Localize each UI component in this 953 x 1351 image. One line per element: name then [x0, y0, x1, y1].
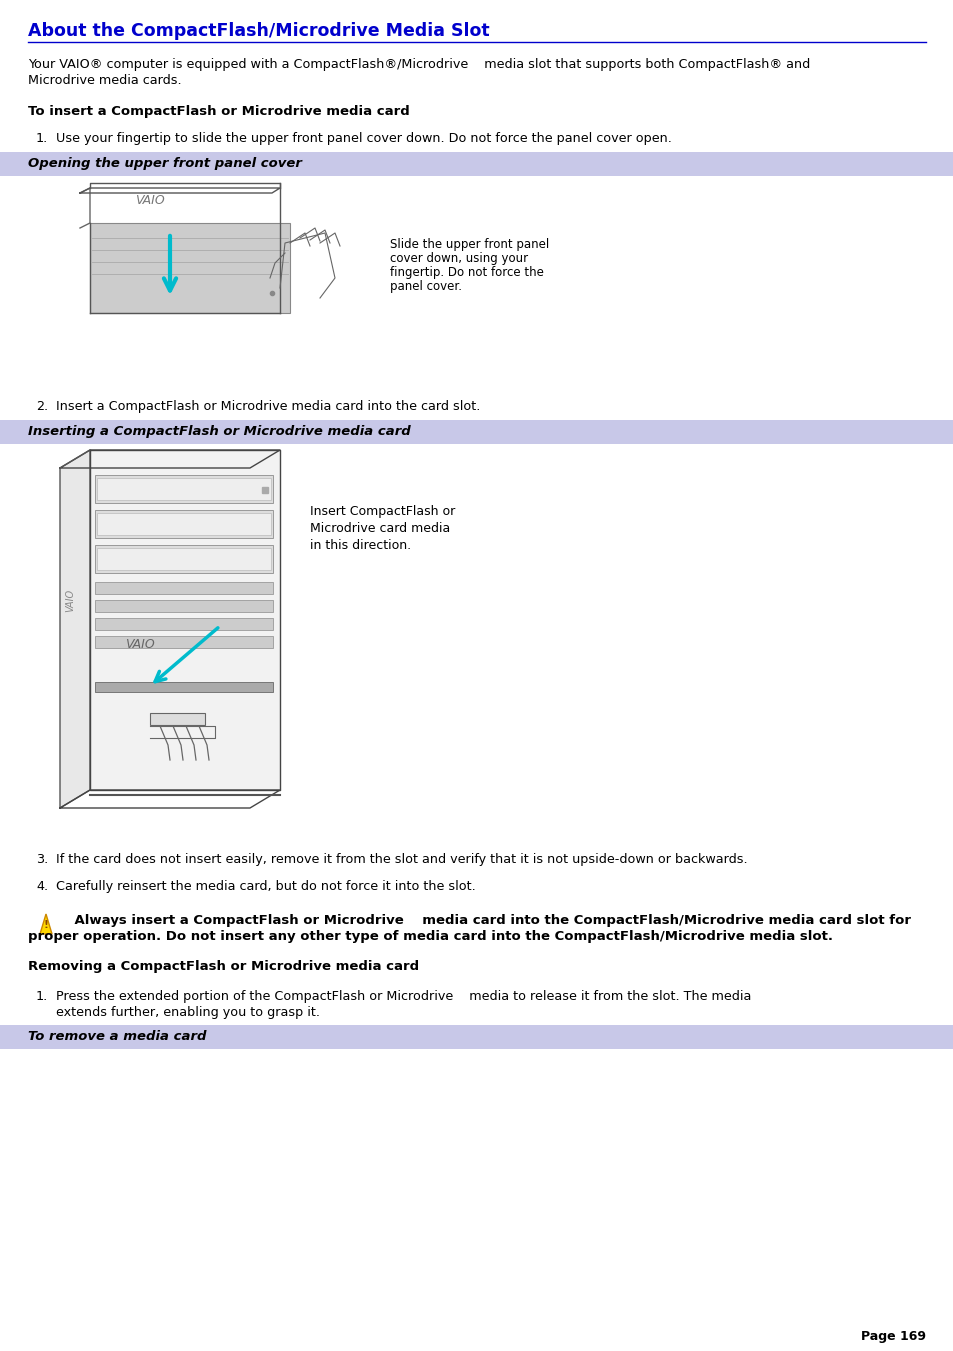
- Text: 1.: 1.: [36, 132, 49, 145]
- Text: If the card does not insert easily, remove it from the slot and verify that it i: If the card does not insert easily, remo…: [56, 852, 747, 866]
- Text: 3.: 3.: [36, 852, 49, 866]
- Text: Microdrive media cards.: Microdrive media cards.: [28, 74, 181, 86]
- Text: Your VAIO® computer is equipped with a CompactFlash®/Microdrive    media slot th: Your VAIO® computer is equipped with a C…: [28, 58, 809, 72]
- Text: VAIO: VAIO: [125, 639, 154, 651]
- Text: Removing a CompactFlash or Microdrive media card: Removing a CompactFlash or Microdrive me…: [28, 961, 418, 973]
- Text: Slide the upper front panel: Slide the upper front panel: [390, 238, 549, 251]
- Text: VAIO: VAIO: [65, 589, 75, 612]
- Text: 1.: 1.: [36, 990, 49, 1002]
- Text: extends further, enabling you to grasp it.: extends further, enabling you to grasp i…: [56, 1006, 319, 1019]
- Bar: [95, 682, 273, 692]
- Text: Opening the upper front panel cover: Opening the upper front panel cover: [28, 157, 301, 170]
- Text: About the CompactFlash/Microdrive Media Slot: About the CompactFlash/Microdrive Media …: [28, 22, 489, 41]
- Text: Use your fingertip to slide the upper front panel cover down. Do not force the p: Use your fingertip to slide the upper fr…: [56, 132, 671, 145]
- Bar: [97, 478, 271, 500]
- Polygon shape: [40, 915, 52, 934]
- Bar: [95, 509, 273, 538]
- Bar: [97, 513, 271, 535]
- Text: Insert a CompactFlash or Microdrive media card into the card slot.: Insert a CompactFlash or Microdrive medi…: [56, 400, 480, 413]
- Text: in this direction.: in this direction.: [310, 539, 411, 553]
- Text: VAIO: VAIO: [135, 193, 165, 207]
- Text: To insert a CompactFlash or Microdrive media card: To insert a CompactFlash or Microdrive m…: [28, 105, 410, 118]
- Bar: [90, 223, 290, 313]
- Bar: [0, 420, 953, 444]
- Text: Press the extended portion of the CompactFlash or Microdrive    media to release: Press the extended portion of the Compac…: [56, 990, 751, 1002]
- Bar: [95, 617, 273, 630]
- Text: Always insert a CompactFlash or Microdrive    media card into the CompactFlash/M: Always insert a CompactFlash or Microdri…: [56, 915, 910, 927]
- Text: To remove a media card: To remove a media card: [28, 1029, 206, 1043]
- Text: fingertip. Do not force the: fingertip. Do not force the: [390, 266, 543, 280]
- Text: 2.: 2.: [36, 400, 48, 413]
- Text: Carefully reinsert the media card, but do not force it into the slot.: Carefully reinsert the media card, but d…: [56, 880, 476, 893]
- Bar: [0, 1025, 953, 1048]
- Text: Insert CompactFlash or: Insert CompactFlash or: [310, 505, 455, 517]
- Text: proper operation. Do not insert any other type of media card into the CompactFla: proper operation. Do not insert any othe…: [28, 929, 832, 943]
- Text: Microdrive card media: Microdrive card media: [310, 521, 450, 535]
- Text: Page 169: Page 169: [861, 1329, 925, 1343]
- Text: panel cover.: panel cover.: [390, 280, 461, 293]
- Bar: [95, 636, 273, 648]
- Text: Inserting a CompactFlash or Microdrive media card: Inserting a CompactFlash or Microdrive m…: [28, 426, 411, 438]
- Text: 4.: 4.: [36, 880, 48, 893]
- Bar: [97, 549, 271, 570]
- Polygon shape: [60, 450, 90, 808]
- Bar: [95, 544, 273, 573]
- Bar: [95, 600, 273, 612]
- Bar: [0, 153, 953, 176]
- Text: !: !: [44, 920, 49, 929]
- Bar: [95, 582, 273, 594]
- Polygon shape: [90, 450, 280, 790]
- Bar: [150, 713, 205, 725]
- Bar: [95, 476, 273, 503]
- Text: cover down, using your: cover down, using your: [390, 253, 528, 265]
